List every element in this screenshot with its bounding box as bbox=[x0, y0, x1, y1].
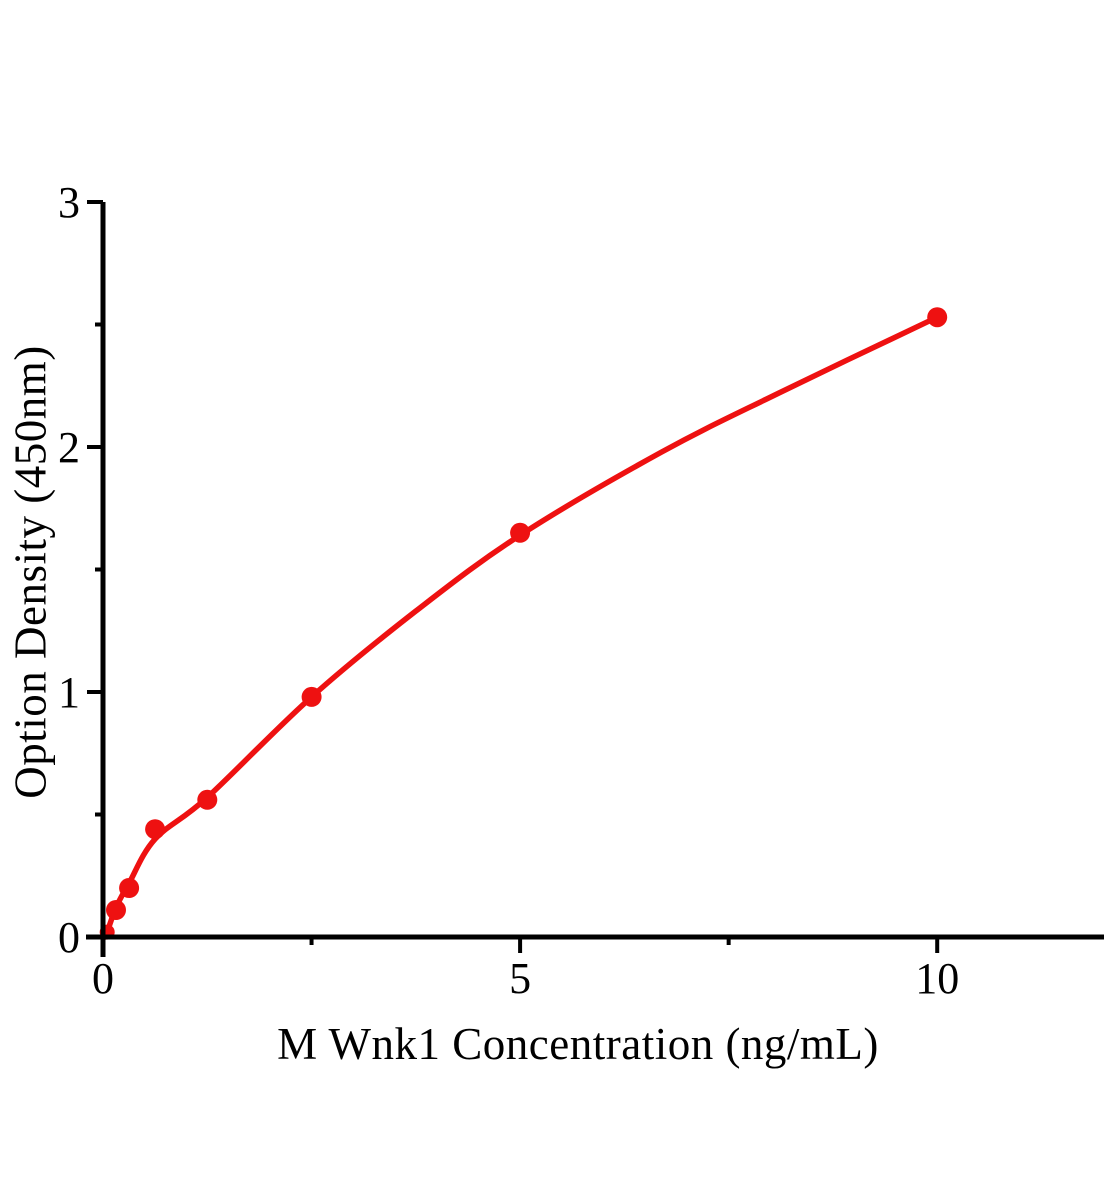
y-tick-label: 2 bbox=[58, 423, 80, 472]
x-tick-label: 0 bbox=[92, 954, 114, 1003]
data-point-layer bbox=[99, 307, 948, 940]
x-tick-label: 5 bbox=[509, 954, 531, 1003]
data-point-marker bbox=[119, 878, 140, 898]
data-point-marker bbox=[301, 686, 322, 707]
data-point-marker bbox=[927, 307, 948, 328]
y-tick-label: 0 bbox=[58, 913, 80, 962]
data-point-marker bbox=[145, 819, 166, 840]
x-tick-label: 10 bbox=[915, 954, 959, 1003]
fit-curve-layer bbox=[102, 314, 940, 940]
y-axis-title: Option Density (450nm) bbox=[5, 345, 56, 799]
y-tick-label: 3 bbox=[58, 178, 80, 227]
data-point-marker bbox=[510, 522, 531, 543]
data-point-marker bbox=[197, 789, 218, 810]
tick-label-layer: 0 5 10 0 1 2 3 bbox=[58, 178, 959, 1003]
x-axis-title: M Wnk1 Concentration (ng/mL) bbox=[277, 1019, 879, 1069]
axes-layer bbox=[86, 200, 1104, 957]
y-tick-label: 1 bbox=[58, 668, 80, 717]
data-point-marker bbox=[106, 900, 126, 920]
fit-curve bbox=[102, 314, 940, 940]
